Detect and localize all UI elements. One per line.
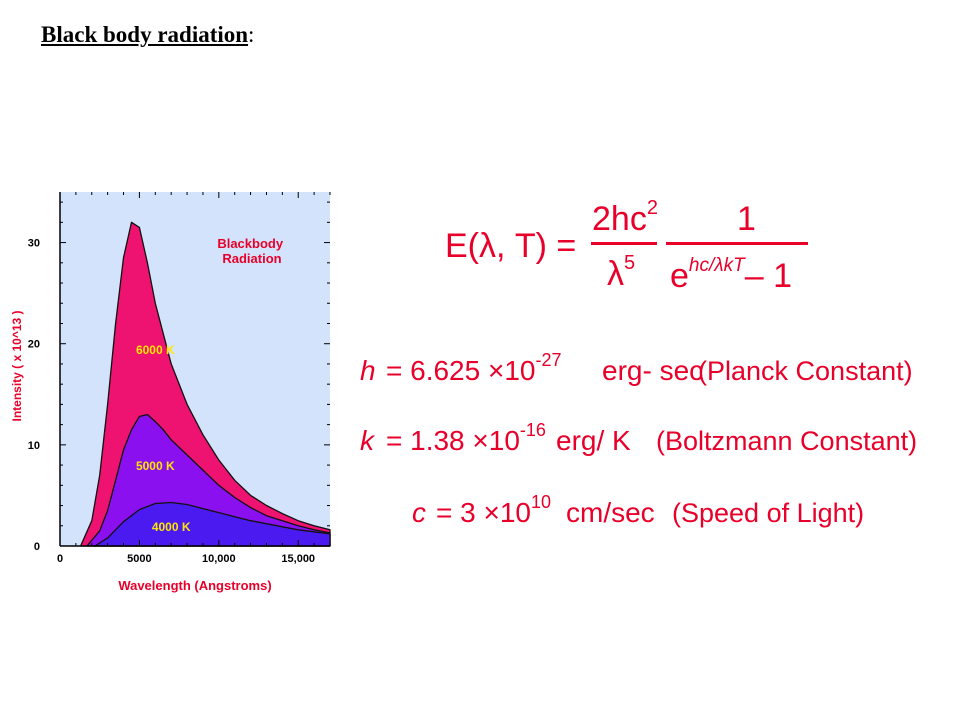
planck-law-numerator1: 2hc2 — [592, 197, 658, 238]
y-tick-label: 30 — [28, 238, 40, 250]
x-tick-label: 0 — [57, 553, 63, 565]
constant-symbol: k — [360, 425, 376, 456]
constant-row-planck: h = 6.625 ×10-27 erg- sec(Planck Constant) — [360, 350, 913, 386]
x-tick-label: 5000 — [127, 553, 151, 565]
planck-law-numerator2: 1 — [737, 200, 756, 238]
series-label-4000k: 4000 K — [152, 520, 191, 534]
constant-unit: erg/ K — [556, 425, 631, 456]
chart-title: Blackbody Radiation — [217, 236, 286, 266]
constant-value: = 3 ×1010 — [436, 492, 551, 528]
constant-symbol: h — [360, 355, 376, 386]
constants-list: h = 6.625 ×10-27 erg- sec(Planck Constant)… — [360, 350, 917, 528]
page-title: Black body radiation: — [41, 22, 254, 48]
blackbody-chart: 0 10 20 30 0 5000 10,000 15,000 Blackbody Radia… — [10, 192, 331, 593]
constant-unit: cm/sec — [566, 497, 655, 528]
series-area-4000k — [94, 501, 331, 547]
planck-law-fraction-bar1 — [591, 242, 657, 245]
constant-unit: erg- sec — [602, 355, 703, 386]
planck-law-fraction-bar2 — [666, 242, 808, 245]
constant-row-light-speed: c = 3 ×1010 cm/sec (Speed of Light) — [412, 492, 864, 528]
chart-x-axis-label: Wavelength (Angstroms) — [118, 578, 271, 593]
constant-description: (Planck Constant) — [698, 356, 913, 386]
page-title-colon: : — [248, 22, 255, 47]
x-tick-label: 15,000 — [281, 553, 315, 565]
series-label-6000k: 6000 K — [136, 343, 175, 357]
constant-description: (Speed of Light) — [672, 498, 864, 528]
constant-row-boltzmann: k = 1.38 ×10-16 erg/ K (Boltzmann Constant) — [360, 420, 917, 456]
formulas-panel: E(λ, T) = 2hc2 λ5 1 ehc/λkT– 1 h = 6.625 … — [360, 197, 917, 528]
page-title-text: Black body radiation — [41, 22, 249, 47]
constant-value: = 1.38 ×10-16 — [386, 420, 546, 456]
constant-value: = 6.625 ×10-27 — [386, 350, 562, 386]
planck-law-denominator1: λ5 — [607, 252, 635, 293]
planck-law-equation: E(λ, T) = 2hc2 λ5 1 ehc/λkT– 1 — [445, 197, 808, 295]
x-tick-label: 10,000 — [202, 553, 236, 565]
y-tick-label: 0 — [34, 541, 40, 553]
constant-description: (Boltzmann Constant) — [656, 426, 917, 456]
series-label-5000k: 5000 K — [136, 459, 175, 473]
y-tick-label: 20 — [28, 339, 40, 351]
planck-law-lhs: E(λ, T) = — [445, 227, 576, 265]
planck-law-denominator2: ehc/λkT– 1 — [670, 255, 792, 295]
y-tick-label: 10 — [28, 440, 40, 452]
chart-y-axis-label: Intensity ( x 10^13 ) — [10, 310, 24, 421]
constant-symbol: c — [412, 497, 426, 528]
